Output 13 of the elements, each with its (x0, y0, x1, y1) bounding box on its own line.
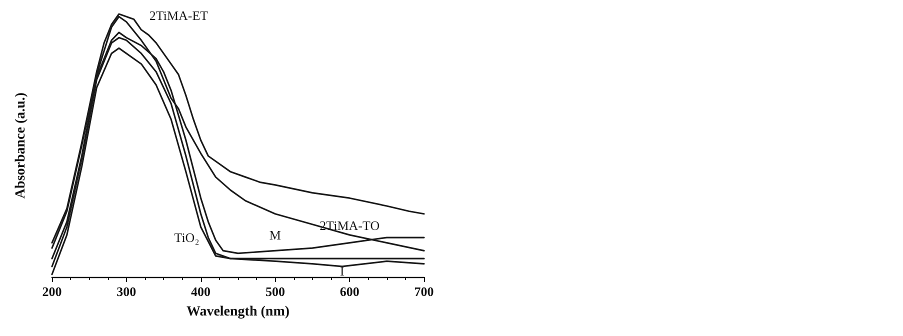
x-tick-label: 500 (265, 284, 285, 299)
series-label: 2TiMA-ET (149, 8, 208, 24)
x-tick-label: 400 (191, 284, 211, 299)
x-tick-label: 600 (340, 284, 360, 299)
series-label: M (269, 228, 282, 243)
series-label: 2TiMA-TO (320, 218, 380, 233)
series-label: I (340, 263, 344, 278)
x-axis-title: Wavelength (nm) (186, 304, 290, 320)
x-tick-label: 300 (116, 284, 136, 299)
series-label: TiO₂ (174, 230, 200, 246)
x-tick-label: 200 (42, 284, 62, 299)
y-axis-title: Absorbance (a.u.) (14, 92, 28, 199)
x-tick-label: 700 (414, 284, 434, 299)
